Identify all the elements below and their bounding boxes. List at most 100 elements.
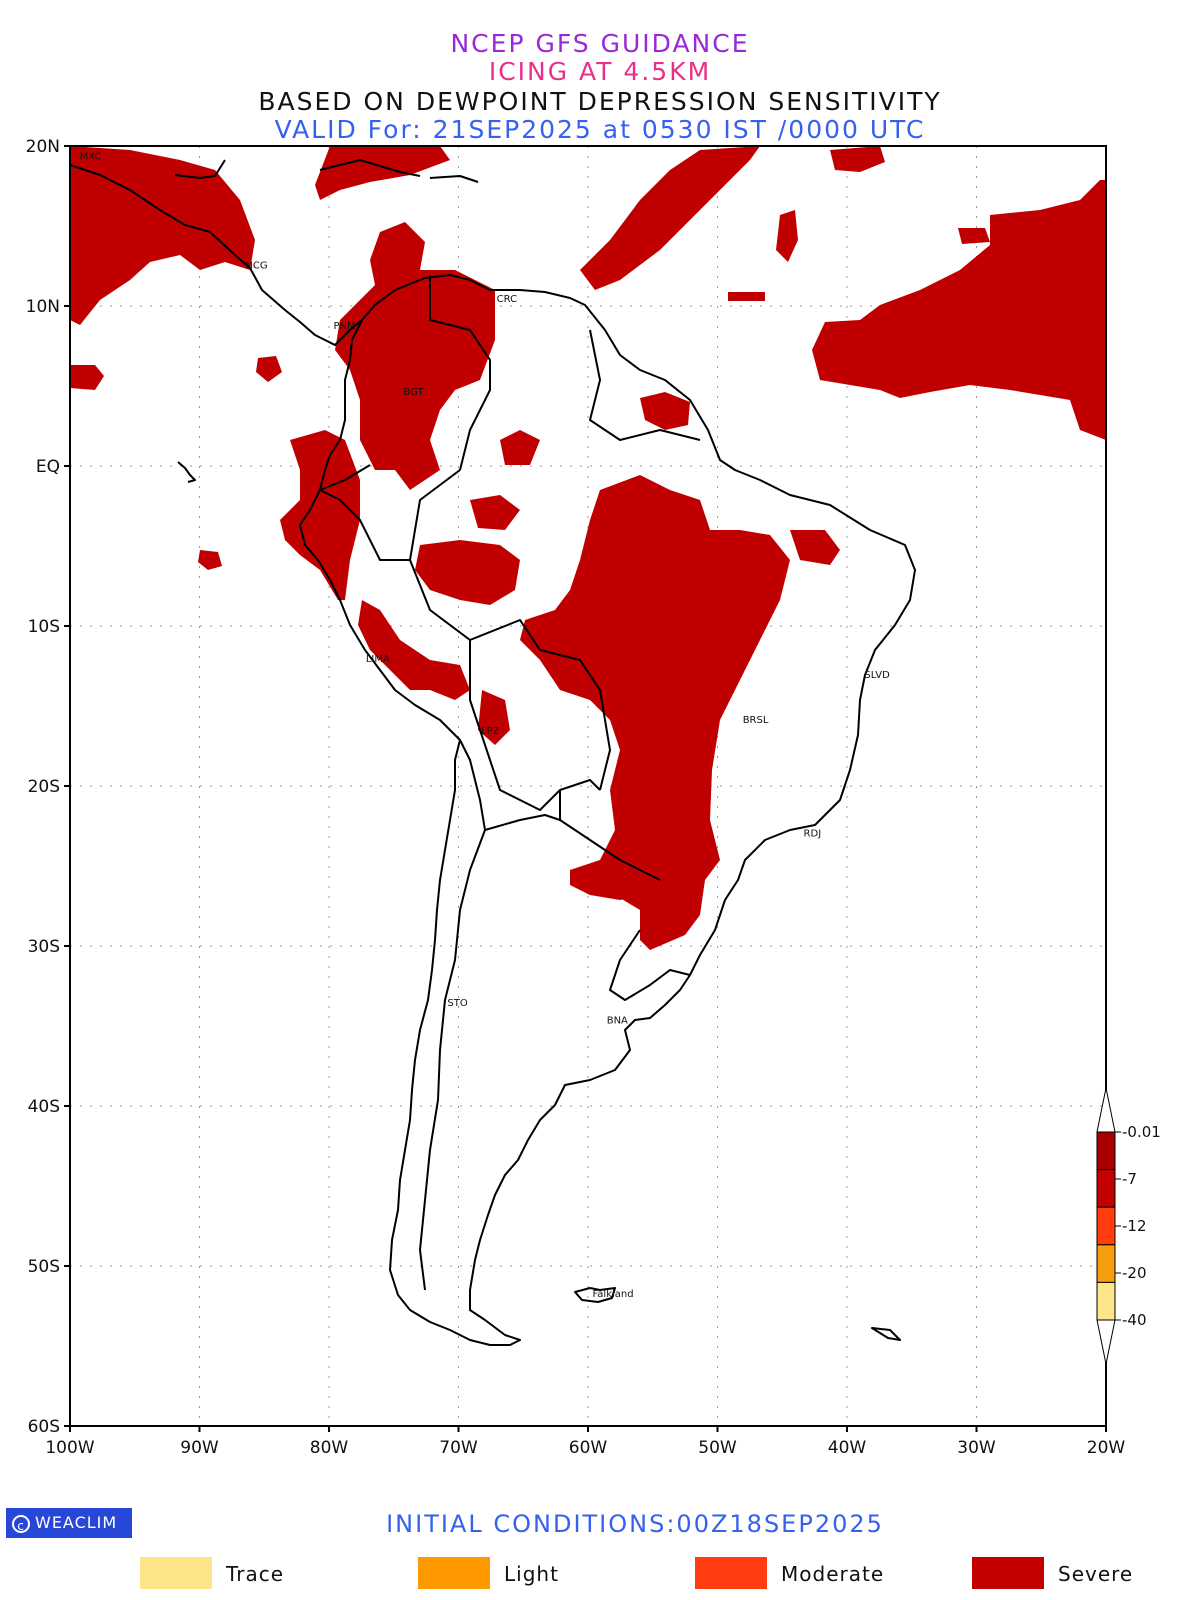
icing-area-atlantic-small	[958, 228, 990, 244]
border-argentina-chile	[419, 739, 486, 1291]
lat-tick-label: EQ	[36, 457, 60, 477]
lat-tick-label: 20S	[28, 777, 60, 797]
city-label: MXC	[80, 152, 102, 163]
border-paraguay	[559, 790, 661, 881]
lon-tick-label: 90W	[180, 1438, 219, 1458]
lon-tick-label: 70W	[439, 1438, 478, 1458]
city-label: LPZ	[481, 726, 500, 737]
colorbar-box	[1096, 1131, 1116, 1171]
icing-area-west-small	[198, 550, 222, 570]
coastline-south-america	[299, 274, 916, 1346]
icing-area-amazon-north	[470, 495, 520, 530]
legend-swatch	[695, 1557, 767, 1589]
colorbar-label: -12	[1122, 1217, 1147, 1235]
coastline-central-america	[69, 164, 363, 346]
colorbar-box	[1096, 1169, 1116, 1208]
lat-tick-label: 10N	[26, 297, 60, 317]
colorbar-top-arrow	[1096, 1087, 1116, 1133]
city-label: LIMA	[366, 654, 390, 665]
icing-area-small-bar	[728, 292, 765, 301]
city-label: NCG	[245, 260, 267, 271]
icing-area-caribbean-small	[776, 210, 798, 262]
border-guianas	[589, 329, 701, 441]
colorbar-label: -7	[1122, 1170, 1137, 1188]
icing-area-brazil-east	[790, 530, 840, 565]
city-markers: MXC NCG CRC PNM BGT LIMA LPZ SLVD BRSL RDJ STO BNA F…	[80, 152, 890, 1301]
initial-conditions: INITIAL CONDITIONS:00Z18SEP2025	[386, 1510, 884, 1538]
colorbar-box	[1096, 1244, 1116, 1283]
icing-area-caribbean	[315, 146, 450, 200]
coastline-yucatan	[174, 159, 226, 179]
brand-label: WEACLIM	[35, 1513, 118, 1532]
title-field: ICING AT 4.5KM	[488, 57, 712, 86]
map-gridlines	[70, 146, 1106, 1426]
legend-label: Trace	[226, 1562, 285, 1586]
title-valid-time: VALID For: 21SEP2025 at 0530 IST /0000 U…	[274, 115, 926, 144]
lon-tick-label: 100W	[45, 1438, 94, 1458]
coastline-cuba	[319, 159, 421, 177]
legend-swatch	[972, 1557, 1044, 1589]
colorbar-bottom-arrow	[1096, 1319, 1116, 1365]
icing-area-peru-south	[358, 600, 470, 700]
legend-label: Moderate	[781, 1562, 885, 1586]
lon-tick-label: 30W	[957, 1438, 996, 1458]
city-label: STO	[447, 998, 467, 1009]
colorbar-box	[1096, 1281, 1116, 1321]
lat-tick-label: 50S	[28, 1257, 60, 1277]
city-label: SLVD	[864, 670, 890, 681]
border-venezuela-colombia	[429, 275, 491, 471]
coastline-south-georgia	[871, 1327, 901, 1341]
border-bolivia	[469, 640, 601, 811]
legend-swatch	[418, 1557, 490, 1589]
city-label: PNM	[333, 321, 355, 332]
legend-label: Light	[504, 1562, 559, 1586]
icing-area-colombia-venezuela	[335, 222, 495, 490]
coastlines	[69, 159, 916, 1346]
icing-area-pacific-small	[256, 356, 282, 382]
icing-area-caribbean-ne	[830, 146, 885, 172]
city-label: RDJ	[804, 828, 822, 839]
icing-area-ecuador-peru	[280, 430, 360, 600]
city-label: BGT	[403, 387, 424, 398]
lon-tick-label: 80W	[310, 1438, 349, 1458]
lat-tick-label: 10S	[28, 617, 60, 637]
title-method: BASED ON DEWPOINT DEPRESSION SENSITIVITY	[258, 87, 942, 116]
border-argentina-north	[484, 814, 561, 831]
lon-tick-label: 40W	[828, 1438, 867, 1458]
icing-area-pacific-west	[70, 365, 104, 390]
border-uruguay	[609, 929, 691, 1001]
colorbar: -0.01 -7 -12 -20 -40	[1096, 1087, 1161, 1365]
weaclim-logo: c WEACLIM	[6, 1508, 132, 1538]
lat-tick-label: 20N	[26, 137, 60, 157]
icing-area-north-brazil-small	[500, 430, 540, 465]
city-label: BRSL	[743, 715, 769, 726]
city-label: CRC	[497, 294, 517, 305]
lat-tick-label: 40S	[28, 1097, 60, 1117]
copyright-icon: c	[12, 1514, 30, 1533]
icing-area-brazil-central	[520, 475, 790, 950]
lon-tick-label: 60W	[569, 1438, 608, 1458]
icing-map: MXC NCG CRC PNM BGT LIMA LPZ SLVD BRSL RDJ STO BNA F…	[26, 137, 1161, 1458]
icing-areas	[70, 146, 1106, 950]
colorbar-label: -0.01	[1122, 1123, 1161, 1141]
city-label: Falkland	[592, 1289, 633, 1300]
icing-area-central-america	[70, 146, 255, 325]
icing-area-amazon-west	[415, 540, 520, 605]
legend-swatch	[140, 1557, 212, 1589]
lon-tick-label: 20W	[1087, 1438, 1126, 1458]
coastline-falklands	[574, 1287, 616, 1303]
border-peru-bolivia	[319, 489, 410, 561]
lat-tick-label: 60S	[28, 1417, 60, 1437]
colorbar-label: -20	[1122, 1264, 1147, 1282]
legend-label: Severe	[1058, 1562, 1134, 1586]
coastline-galapagos	[177, 461, 196, 483]
lon-tick-label: 50W	[698, 1438, 737, 1458]
icing-area-atlantic	[812, 180, 1106, 440]
icing-area-paraguay	[570, 860, 660, 900]
colorbar-box	[1096, 1206, 1116, 1246]
border-ecuador	[319, 464, 371, 491]
title-model: NCEP GFS GUIDANCE	[450, 29, 750, 58]
border-brazil-north	[409, 469, 611, 791]
icing-area-bolivia	[478, 690, 510, 745]
